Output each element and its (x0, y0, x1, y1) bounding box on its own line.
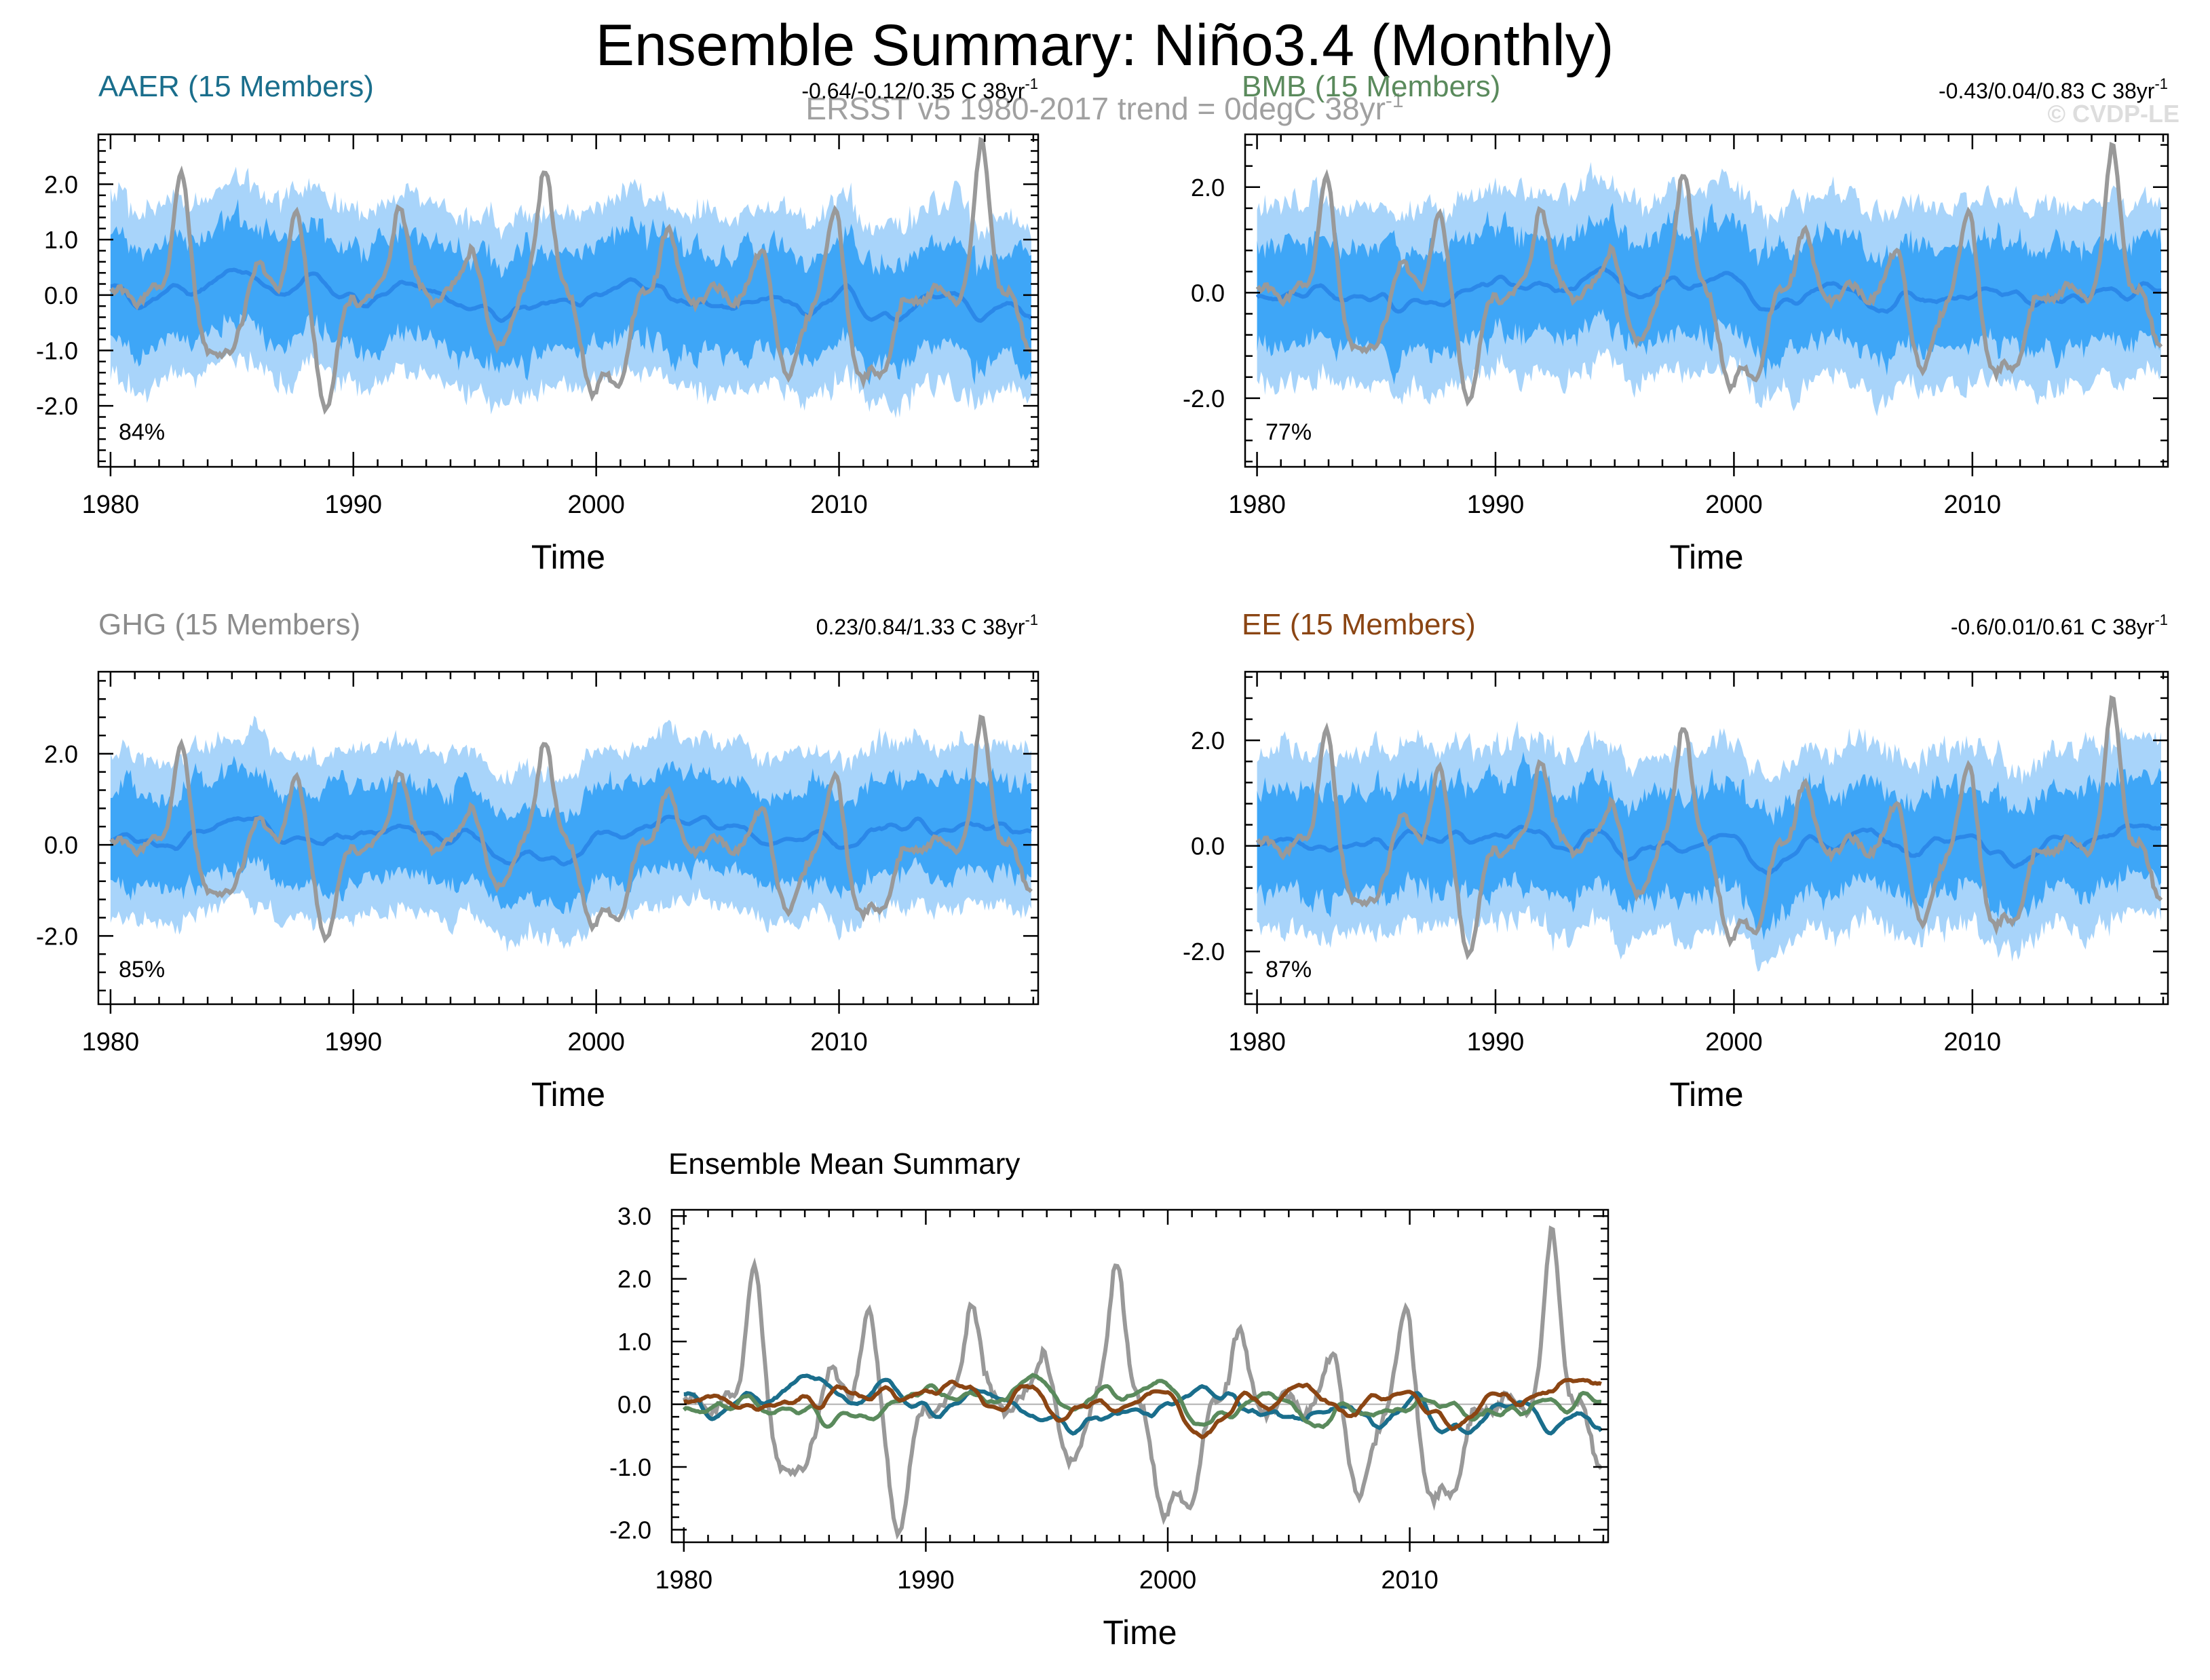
figure-subtitle: ERSST v5 1980-2017 trend = 0degC 38yr-1 (805, 90, 1403, 126)
watermark: © CVDP-LE (2047, 100, 2179, 128)
y-tick-label: -2.0 (36, 922, 78, 950)
trend-text: 0.23/0.84/1.33 C 38yr-1 (816, 611, 1038, 639)
x-axis-label: Time (1669, 1075, 1743, 1113)
plot-area-mean (672, 1225, 1608, 1540)
plot-area-aaer (98, 136, 1038, 419)
x-tick-label: 1980 (655, 1566, 713, 1595)
x-tick-label: 1980 (82, 1028, 140, 1056)
panels-group: 1980 1990 2000 2010 2.0 1.0 0.0 -1.0 -2.0 Time AAE… (36, 70, 2169, 1652)
y-tick-label: -1.0 (609, 1453, 651, 1481)
x-tick-label: 1980 (1228, 491, 1286, 519)
panel-mean: 1980 1990 2000 2010 3.0 2.0 1.0 0.0 -1.0 -2.0 Time… (609, 1147, 1609, 1652)
trend-text: -0.6/0.01/0.61 C 38yr-1 (1951, 611, 2168, 639)
y-tick-label: 2.0 (44, 740, 78, 768)
y-tick-label: 3.0 (617, 1202, 651, 1230)
y-tick-label: 0.0 (44, 282, 78, 309)
plot-area-ghg (98, 714, 1038, 952)
panel-title: AAER (15 Members) (98, 70, 374, 103)
x-tick-label: 1990 (325, 491, 383, 519)
y-tick-label: 2.0 (1191, 727, 1225, 755)
panel-title: GHG (15 Members) (98, 608, 360, 641)
x-tick-label: 2000 (567, 491, 625, 519)
trend-value: 0.23/0.84/1.33 C 38yr (816, 615, 1025, 639)
x-tick-label: 2010 (1944, 1028, 2002, 1056)
x-tick-label: 1990 (1467, 491, 1525, 519)
y-tick-label: 0.0 (1191, 833, 1225, 860)
panel-title: BMB (15 Members) (1242, 70, 1500, 103)
percent-label: 85% (119, 957, 165, 982)
trend-value: -0.43/0.04/0.83 C 38yr (1939, 79, 2155, 103)
figure-subtitle-superscript: -1 (1386, 90, 1404, 112)
y-tick-label: 2.0 (617, 1265, 651, 1293)
panel-bmb: 1980 1990 2000 2010 2.0 0.0 -2.0 Time BMB (15 Me… (1183, 70, 2169, 576)
y-tick-label: 0.0 (617, 1391, 651, 1419)
trend-text: -0.43/0.04/0.83 C 38yr-1 (1939, 75, 2168, 103)
y-tick-label: -1.0 (36, 337, 78, 365)
series-line-aaer (683, 1373, 1603, 1436)
plot-area-ee (1245, 695, 2168, 972)
trend-value: -0.6/0.01/0.61 C 38yr (1951, 615, 2155, 639)
x-tick-label: 1980 (82, 491, 140, 519)
figure-title: Ensemble Summary: Niño3.4 (Monthly) (596, 13, 1614, 78)
plot-frame-bmb (1244, 133, 2169, 468)
y-tick-label: 1.0 (617, 1328, 651, 1356)
plot-frame-mean (670, 1208, 1609, 1544)
series-line-bmb (682, 1373, 1601, 1430)
observed-line (109, 136, 1033, 415)
x-tick-label: 1990 (1467, 1028, 1525, 1056)
x-tick-label: 1980 (1228, 1028, 1286, 1056)
panel-title: EE (15 Members) (1242, 608, 1476, 641)
x-tick-label: 2010 (810, 1028, 868, 1056)
observed-line (1255, 695, 2163, 961)
observed-line (1255, 142, 2163, 407)
trend-value: -0.64/-0.12/0.35 C 38yr (801, 79, 1025, 103)
trend-superscript: -1 (1025, 611, 1038, 628)
x-tick-label: 2000 (1705, 491, 1763, 519)
panel-ghg: 1980 1990 2000 2010 2.0 0.0 -2.0 Time GHG (15 Me… (36, 608, 1040, 1113)
y-tick-label: -2.0 (609, 1516, 651, 1544)
observed-line (109, 714, 1033, 944)
series-line-ee (683, 1377, 1602, 1440)
y-tick-label: -2.0 (1183, 385, 1225, 413)
plot-frame-ee (1244, 670, 2169, 1006)
ensemble-mean-line (1256, 823, 2162, 876)
panel-ee: 1980 1990 2000 2010 2.0 0.0 -2.0 Time EE (15 Mem… (1183, 608, 2169, 1113)
plot-frame-aaer (97, 133, 1040, 468)
trend-text: -0.64/-0.12/0.35 C 38yr-1 (801, 75, 1038, 103)
x-tick-label: 1990 (897, 1566, 955, 1595)
x-axis-label: Time (1669, 538, 1743, 576)
x-tick-label: 2010 (1944, 491, 2002, 519)
panel-aaer: 1980 1990 2000 2010 2.0 1.0 0.0 -1.0 -2.0 Time AAE… (36, 70, 1040, 576)
x-tick-label: 1990 (325, 1028, 383, 1056)
x-tick-label: 2010 (1381, 1566, 1439, 1595)
x-axis-label: Time (531, 1075, 605, 1113)
percent-label: 87% (1265, 957, 1312, 982)
y-tick-label: 0.0 (1191, 279, 1225, 307)
x-tick-label: 2000 (1705, 1028, 1763, 1056)
x-axis-label: Time (531, 538, 605, 576)
figure-subtitle-text: ERSST v5 1980-2017 trend = 0degC 38yr (805, 91, 1386, 126)
trend-superscript: -1 (2154, 75, 2168, 92)
percent-label: 84% (119, 419, 165, 445)
y-tick-label: 2.0 (44, 171, 78, 199)
panel-title: Ensemble Mean Summary (668, 1147, 1020, 1181)
y-tick-label: -2.0 (1183, 938, 1225, 966)
series-line-ersst-v5 (682, 1225, 1603, 1540)
y-tick-label: 0.0 (44, 831, 78, 859)
trend-superscript: -1 (1025, 75, 1038, 92)
x-tick-label: 2010 (810, 491, 868, 519)
plot-area-bmb (1245, 142, 2168, 417)
percent-label: 77% (1265, 419, 1312, 445)
y-tick-label: -2.0 (36, 392, 78, 420)
trend-superscript: -1 (2154, 611, 2168, 628)
x-axis-label: Time (1103, 1614, 1177, 1652)
y-tick-label: 2.0 (1191, 174, 1225, 202)
y-tick-label: 1.0 (44, 226, 78, 254)
inner-member-band (1257, 751, 2161, 940)
ensemble-mean-line (1255, 265, 2162, 314)
x-tick-label: 2000 (567, 1028, 625, 1056)
x-tick-label: 2000 (1139, 1566, 1197, 1595)
plot-frame-ghg (97, 670, 1040, 1006)
